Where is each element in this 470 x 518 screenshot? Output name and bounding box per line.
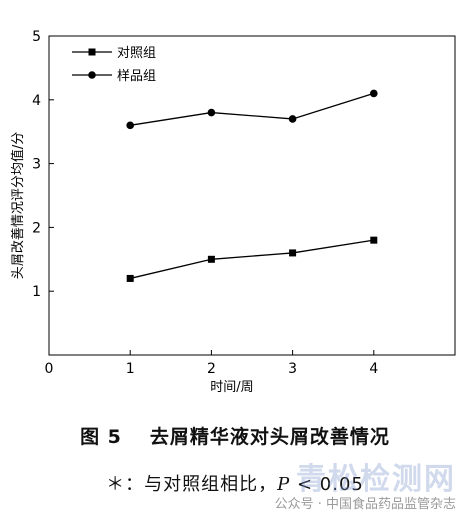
- x-tick-label: 3: [288, 361, 297, 377]
- x-tick-label: 2: [207, 361, 216, 377]
- x-tick-label: 4: [369, 361, 378, 377]
- series-line: [130, 239, 374, 280]
- plot-frame: [48, 35, 456, 356]
- data-point-square: [126, 274, 134, 282]
- watermark-text: 公众号 · 中国食品药品监管杂志: [274, 497, 456, 512]
- data-point-circle: [126, 121, 134, 130]
- data-point-circle: [370, 89, 378, 98]
- figure-caption: 图 5 去屑精华液对头屑改善情况: [0, 422, 470, 449]
- y-tick-label: 3: [32, 157, 41, 173]
- x-axis-label: 时间/周: [210, 380, 253, 395]
- x-tick-label: 1: [126, 361, 135, 377]
- footnote-p-symbol: P: [277, 474, 291, 495]
- data-point-square: [370, 236, 378, 244]
- figure-number: 图 5: [80, 426, 122, 448]
- figure-title: 去屑精华液对头屑改善情况: [149, 426, 390, 448]
- watermark-logo: 青松检测网: [296, 462, 456, 497]
- footnote: ＊：与对照组相比，P < 0.05: [0, 470, 470, 496]
- data-point-circle: [207, 108, 216, 117]
- footnote-prefix: ＊：与对照组相比，: [106, 474, 278, 495]
- y-tick-label: 5: [32, 29, 41, 45]
- legend-label: 对照组: [117, 46, 156, 61]
- series-line: [130, 92, 374, 126]
- y-tick-label: 2: [32, 220, 41, 236]
- y-axis-label: 头屑改善情况评分均值/分: [10, 132, 26, 279]
- y-tick-label: 4: [32, 93, 41, 109]
- legend-marker-circle: [88, 71, 96, 79]
- legend-label: 样品组: [117, 69, 156, 84]
- data-point-square: [289, 249, 297, 257]
- y-tick-label: 1: [32, 284, 41, 300]
- legend-marker-square: [88, 48, 96, 56]
- data-point-square: [207, 255, 215, 263]
- x-tick-label: 0: [45, 361, 54, 377]
- footnote-suffix: < 0.05: [290, 474, 364, 495]
- data-point-circle: [288, 115, 297, 123]
